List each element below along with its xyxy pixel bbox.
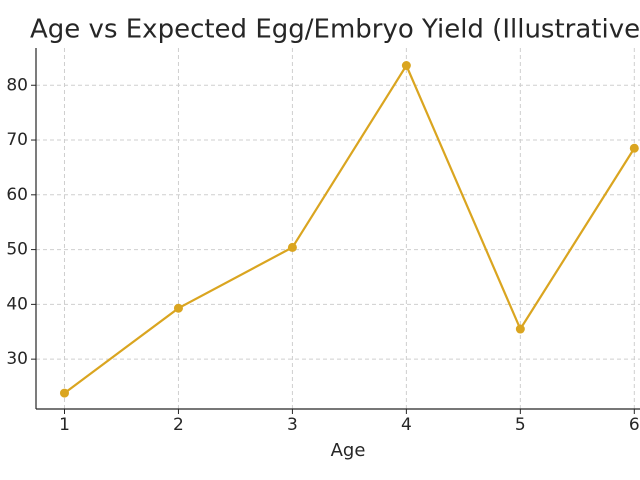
y-tick-label: 60 — [6, 185, 28, 205]
line — [63, 63, 636, 394]
point — [173, 303, 183, 313]
x-tick-label: 6 — [629, 415, 640, 435]
x-tick-label: 2 — [173, 415, 184, 435]
y-tick-label: 50 — [6, 240, 28, 260]
x-tick-label: 4 — [401, 415, 412, 435]
x-tick-label: 3 — [287, 415, 298, 435]
chart-title: Age vs Expected Egg/Embryo Yield (Illust… — [30, 15, 640, 45]
point — [515, 324, 525, 334]
point — [401, 61, 411, 71]
x-tick-label: 1 — [59, 415, 70, 435]
point — [629, 143, 639, 153]
y-tick-label: 30 — [6, 349, 28, 369]
point — [287, 242, 297, 252]
y-tick-label: 40 — [6, 294, 28, 314]
y-tick-label: 80 — [6, 75, 28, 95]
y-tick-label: 70 — [6, 130, 28, 150]
x-tick-label: 5 — [515, 415, 526, 435]
x-axis-label: Age — [331, 440, 366, 461]
point — [59, 388, 69, 398]
